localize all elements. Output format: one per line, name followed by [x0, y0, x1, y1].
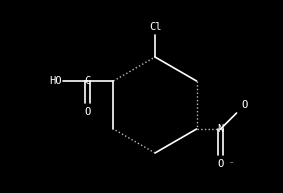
Text: Cl: Cl	[149, 22, 161, 32]
Text: ⁻: ⁻	[229, 160, 234, 169]
Text: N: N	[217, 124, 224, 134]
Text: O: O	[217, 159, 224, 169]
Text: O: O	[242, 100, 248, 110]
Text: HO: HO	[49, 76, 61, 86]
Text: O: O	[84, 107, 91, 117]
Text: C: C	[84, 76, 91, 86]
